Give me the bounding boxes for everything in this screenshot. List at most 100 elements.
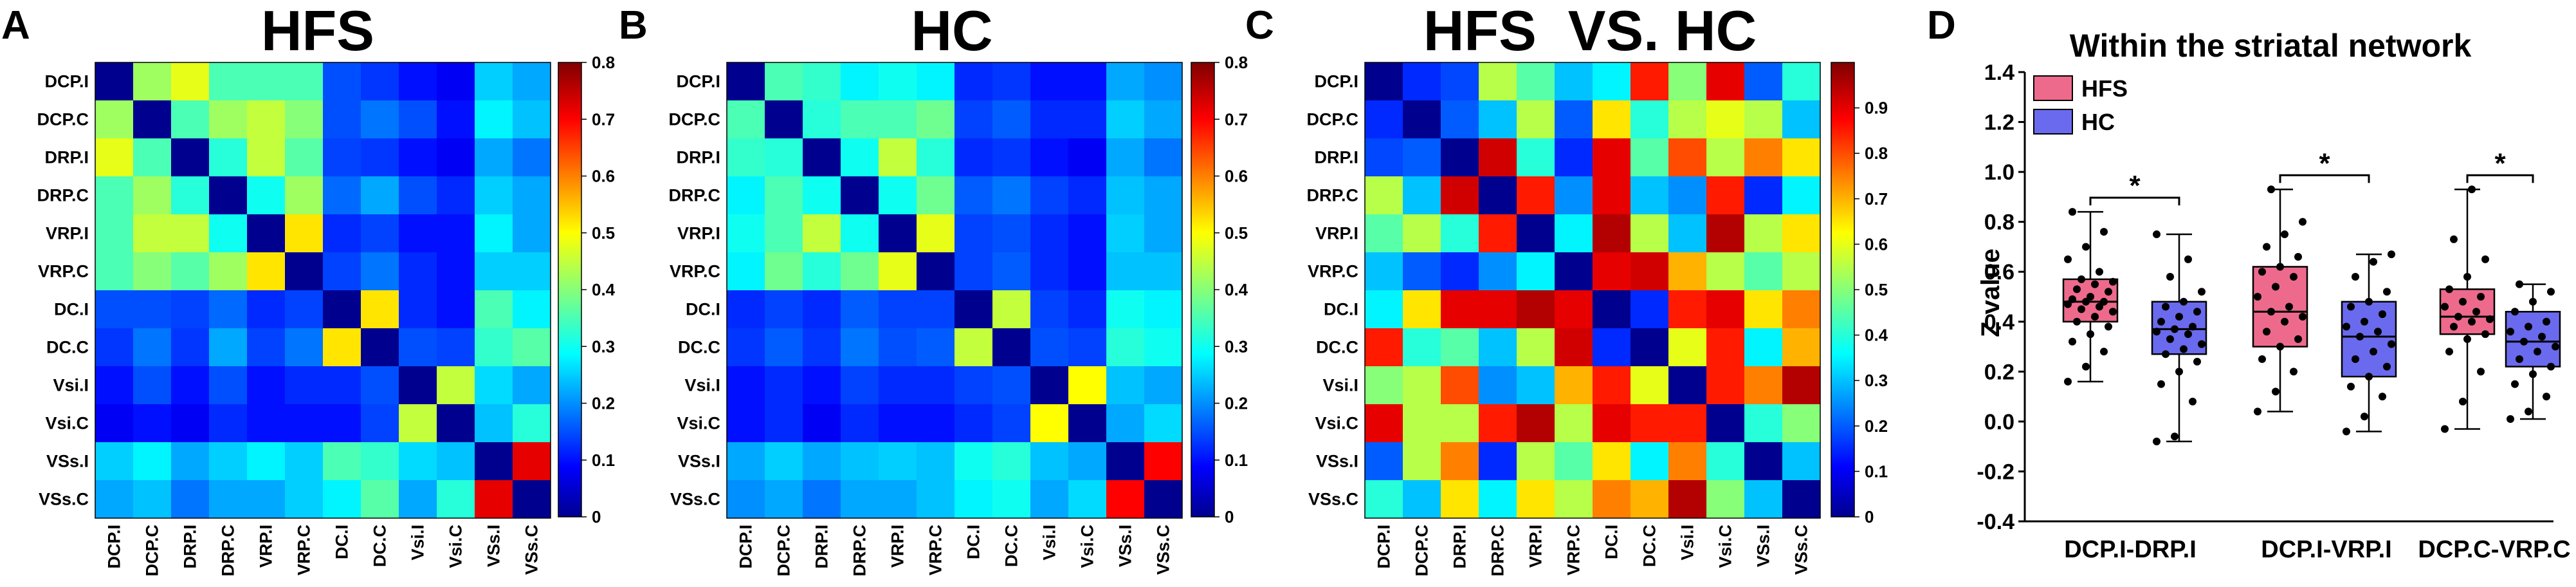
heatmap-cell bbox=[879, 442, 917, 481]
data-point bbox=[2388, 340, 2395, 348]
heatmap-cell bbox=[1555, 252, 1593, 291]
heatmap-cell bbox=[1144, 480, 1183, 519]
heatmap-cell bbox=[1068, 62, 1107, 101]
heatmap-cell bbox=[727, 328, 765, 367]
data-point bbox=[2516, 280, 2523, 288]
heatmap-cell bbox=[1782, 404, 1821, 443]
heatmap-cell bbox=[209, 404, 248, 443]
data-point bbox=[2166, 335, 2174, 343]
heatmap-cell bbox=[1706, 366, 1745, 405]
heatmap-cell bbox=[1631, 366, 1669, 405]
heatmap-cell bbox=[1365, 176, 1403, 215]
heatmap-cell bbox=[879, 480, 917, 519]
heatmap-cell bbox=[1403, 366, 1441, 405]
row-label: DCP.C bbox=[37, 110, 89, 129]
heatmap-cell bbox=[841, 100, 879, 139]
data-point bbox=[2109, 308, 2117, 316]
heatmap-cell bbox=[1782, 138, 1821, 177]
heatmap-cell bbox=[475, 252, 513, 291]
heatmap-cell bbox=[247, 290, 286, 329]
heatmap-cell bbox=[1068, 252, 1107, 291]
heatmap-cell bbox=[1441, 176, 1479, 215]
heatmap-cell bbox=[475, 138, 513, 177]
y-tick-label: -0.2 bbox=[1977, 460, 2014, 484]
heatmap-cell bbox=[209, 100, 248, 139]
heatmap-cell bbox=[399, 138, 437, 177]
heatmap-cell bbox=[513, 138, 551, 177]
data-point bbox=[2450, 322, 2458, 331]
heatmap-cell bbox=[727, 214, 765, 253]
heatmap-cell bbox=[1365, 252, 1403, 291]
data-point bbox=[2267, 185, 2275, 194]
heatmap-cell bbox=[992, 176, 1031, 215]
heatmap-cell bbox=[285, 100, 324, 139]
data-point bbox=[2525, 322, 2532, 331]
data-point bbox=[2379, 393, 2386, 401]
heatmap-cell bbox=[841, 328, 879, 367]
heatmap-cell bbox=[361, 138, 399, 177]
heatmap-cell bbox=[727, 480, 765, 519]
heatmap-cell bbox=[879, 62, 917, 101]
heatmap-cell bbox=[1744, 138, 1783, 177]
heatmap-cell bbox=[399, 100, 437, 139]
heatmap-cell bbox=[1706, 442, 1745, 481]
heatmap-cell bbox=[95, 366, 134, 405]
heatmap-cell bbox=[323, 328, 361, 367]
heatmap-cell bbox=[1517, 252, 1555, 291]
heatmap-cell bbox=[437, 62, 475, 101]
data-point bbox=[2258, 355, 2266, 363]
heatmap-cell bbox=[1782, 480, 1821, 519]
data-point bbox=[2069, 208, 2076, 216]
heatmap-cell bbox=[1441, 404, 1479, 443]
panel-a-row-labels: DCP.I DCP.C DRP.I DRP.C VRP.I VRP.C DC.I DC.C Vs… bbox=[37, 72, 89, 509]
heatmap-cell bbox=[879, 100, 917, 139]
heatmap-cell bbox=[95, 176, 134, 215]
heatmap-cell bbox=[955, 176, 993, 215]
heatmap-cell bbox=[1106, 366, 1145, 405]
row-label: DRP.C bbox=[1306, 186, 1358, 205]
col-label: DC.C bbox=[1640, 525, 1659, 567]
heatmap-cell bbox=[992, 404, 1031, 443]
data-point bbox=[2180, 345, 2188, 353]
panel-c-colorbar-ticks: 0 0.1 0.2 0.3 0.4 0.5 0.6 0.7 0.8 0.9 bbox=[1854, 98, 1888, 526]
data-point bbox=[2189, 397, 2197, 405]
heatmap-cell bbox=[323, 366, 361, 405]
data-point bbox=[2254, 293, 2261, 301]
heatmap-cell bbox=[323, 100, 361, 139]
colorbar-tick-label: 0.4 bbox=[592, 280, 616, 299]
panel-c-heatmap: C HFS VS. HC DCP.I DCP.C DRP.I DRP.C VRP.I VR… bbox=[1245, 0, 1888, 577]
legend-hc-swatch bbox=[2033, 109, 2073, 135]
data-point bbox=[2272, 387, 2279, 396]
data-point bbox=[2379, 310, 2386, 319]
data-point bbox=[2073, 317, 2081, 326]
heatmap-cell bbox=[1365, 138, 1403, 177]
row-label: DRP.I bbox=[44, 148, 89, 167]
heatmap-cell bbox=[917, 62, 955, 101]
heatmap-cell bbox=[171, 62, 210, 101]
data-point bbox=[2272, 283, 2279, 291]
col-label: DCP.I bbox=[105, 525, 124, 569]
heatmap-cell bbox=[133, 62, 172, 101]
data-point bbox=[2276, 263, 2284, 271]
panel-b-title: HC bbox=[911, 0, 992, 62]
col-label: DRP.C bbox=[1488, 525, 1508, 577]
heatmap-cell bbox=[247, 138, 286, 177]
heatmap-cell bbox=[95, 62, 134, 101]
heatmap-cell bbox=[1517, 138, 1555, 177]
heatmap-cell bbox=[1441, 138, 1479, 177]
heatmap-cell bbox=[841, 290, 879, 329]
y-tick-label: 0.6 bbox=[1984, 260, 2014, 284]
data-point bbox=[2486, 315, 2494, 323]
heatmap-cell bbox=[803, 328, 841, 367]
heatmap-cell bbox=[1668, 252, 1707, 291]
heatmap-cell bbox=[209, 176, 248, 215]
heatmap-cell bbox=[879, 176, 917, 215]
heatmap-cell bbox=[879, 214, 917, 253]
legend-hc-label: HC bbox=[2081, 109, 2115, 135]
heatmap-cell bbox=[727, 442, 765, 481]
y-tick-label: 1.2 bbox=[1984, 111, 2014, 135]
heatmap-cell bbox=[513, 214, 551, 253]
heatmap-cell bbox=[955, 290, 993, 329]
data-point bbox=[2343, 427, 2350, 436]
heatmap-cell bbox=[1517, 100, 1555, 139]
